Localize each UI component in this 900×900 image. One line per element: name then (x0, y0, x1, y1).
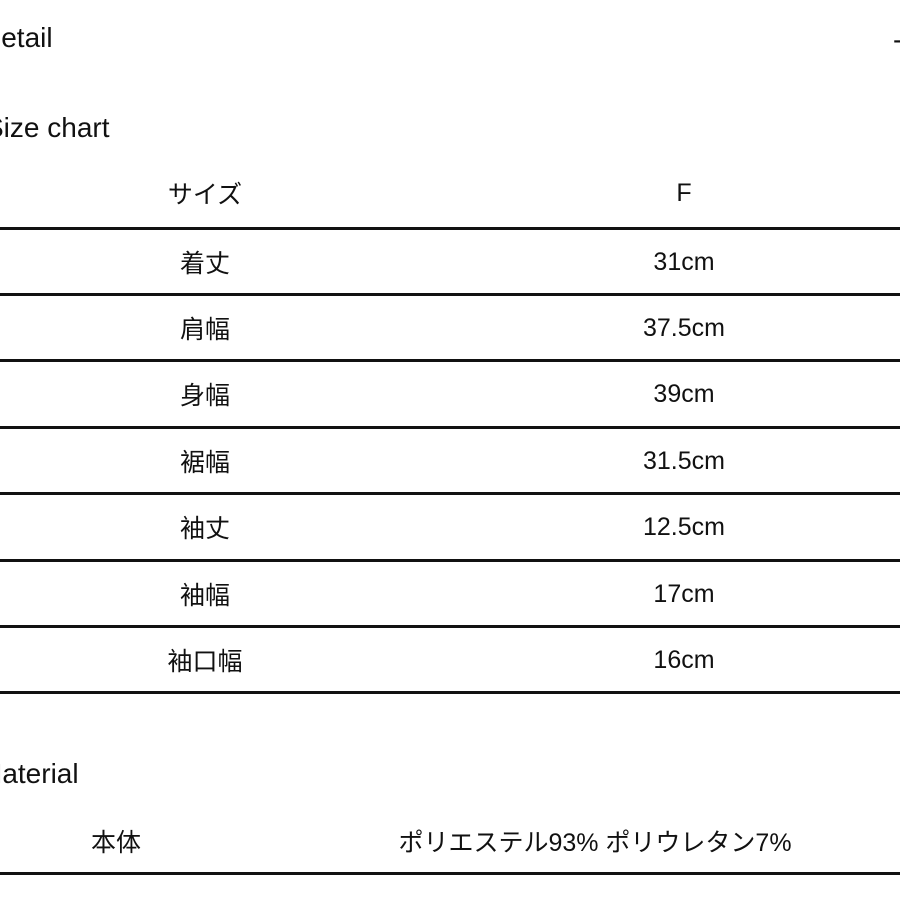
header-label: サイズ (167, 181, 243, 209)
header-value: F (676, 178, 692, 207)
row-value: 39cm (653, 379, 715, 408)
material-row: 本体 ポリエステル93% ポリウレタン7% (0, 808, 900, 874)
row-label: 袖丈 (179, 515, 230, 543)
row-value: 31cm (653, 247, 715, 276)
table-row: 肩幅 37.5cm (0, 295, 900, 361)
row-label: 袖口幅 (167, 648, 243, 676)
divider (0, 227, 900, 230)
divider (0, 559, 900, 562)
material-heading: Material (0, 758, 79, 789)
row-value: 12.5cm (643, 512, 725, 541)
row-label: 身幅 (179, 382, 230, 410)
divider (0, 293, 900, 296)
row-value: 37.5cm (643, 313, 725, 342)
row-value: 31.5cm (643, 446, 725, 475)
divider (0, 872, 900, 875)
divider (0, 691, 900, 694)
table-row: 袖幅 17cm (0, 561, 900, 627)
row-label: 袖幅 (179, 582, 230, 610)
row-value: 17cm (653, 579, 715, 608)
table-row: 身幅 39cm (0, 361, 900, 427)
divider (0, 426, 900, 429)
divider (0, 492, 900, 495)
table-row: 裾幅 31.5cm (0, 428, 900, 494)
collapse-toggle[interactable]: - (893, 24, 900, 56)
material-value: ポリエステル93% ポリウレタン7% (398, 829, 792, 857)
size-chart-heading: Size chart (0, 112, 110, 143)
divider (0, 625, 900, 628)
table-row: 袖丈 12.5cm (0, 494, 900, 560)
row-label: 肩幅 (179, 316, 230, 344)
row-value: 16cm (653, 645, 715, 674)
row-label: 裾幅 (179, 449, 230, 477)
divider (0, 359, 900, 362)
table-header-row: サイズ F (0, 160, 900, 226)
table-row: 袖口幅 16cm (0, 627, 900, 693)
material-label: 本体 (90, 829, 141, 857)
detail-heading: Detail (0, 22, 53, 53)
row-label: 着丈 (179, 250, 230, 278)
table-row: 着丈 31cm (0, 229, 900, 295)
